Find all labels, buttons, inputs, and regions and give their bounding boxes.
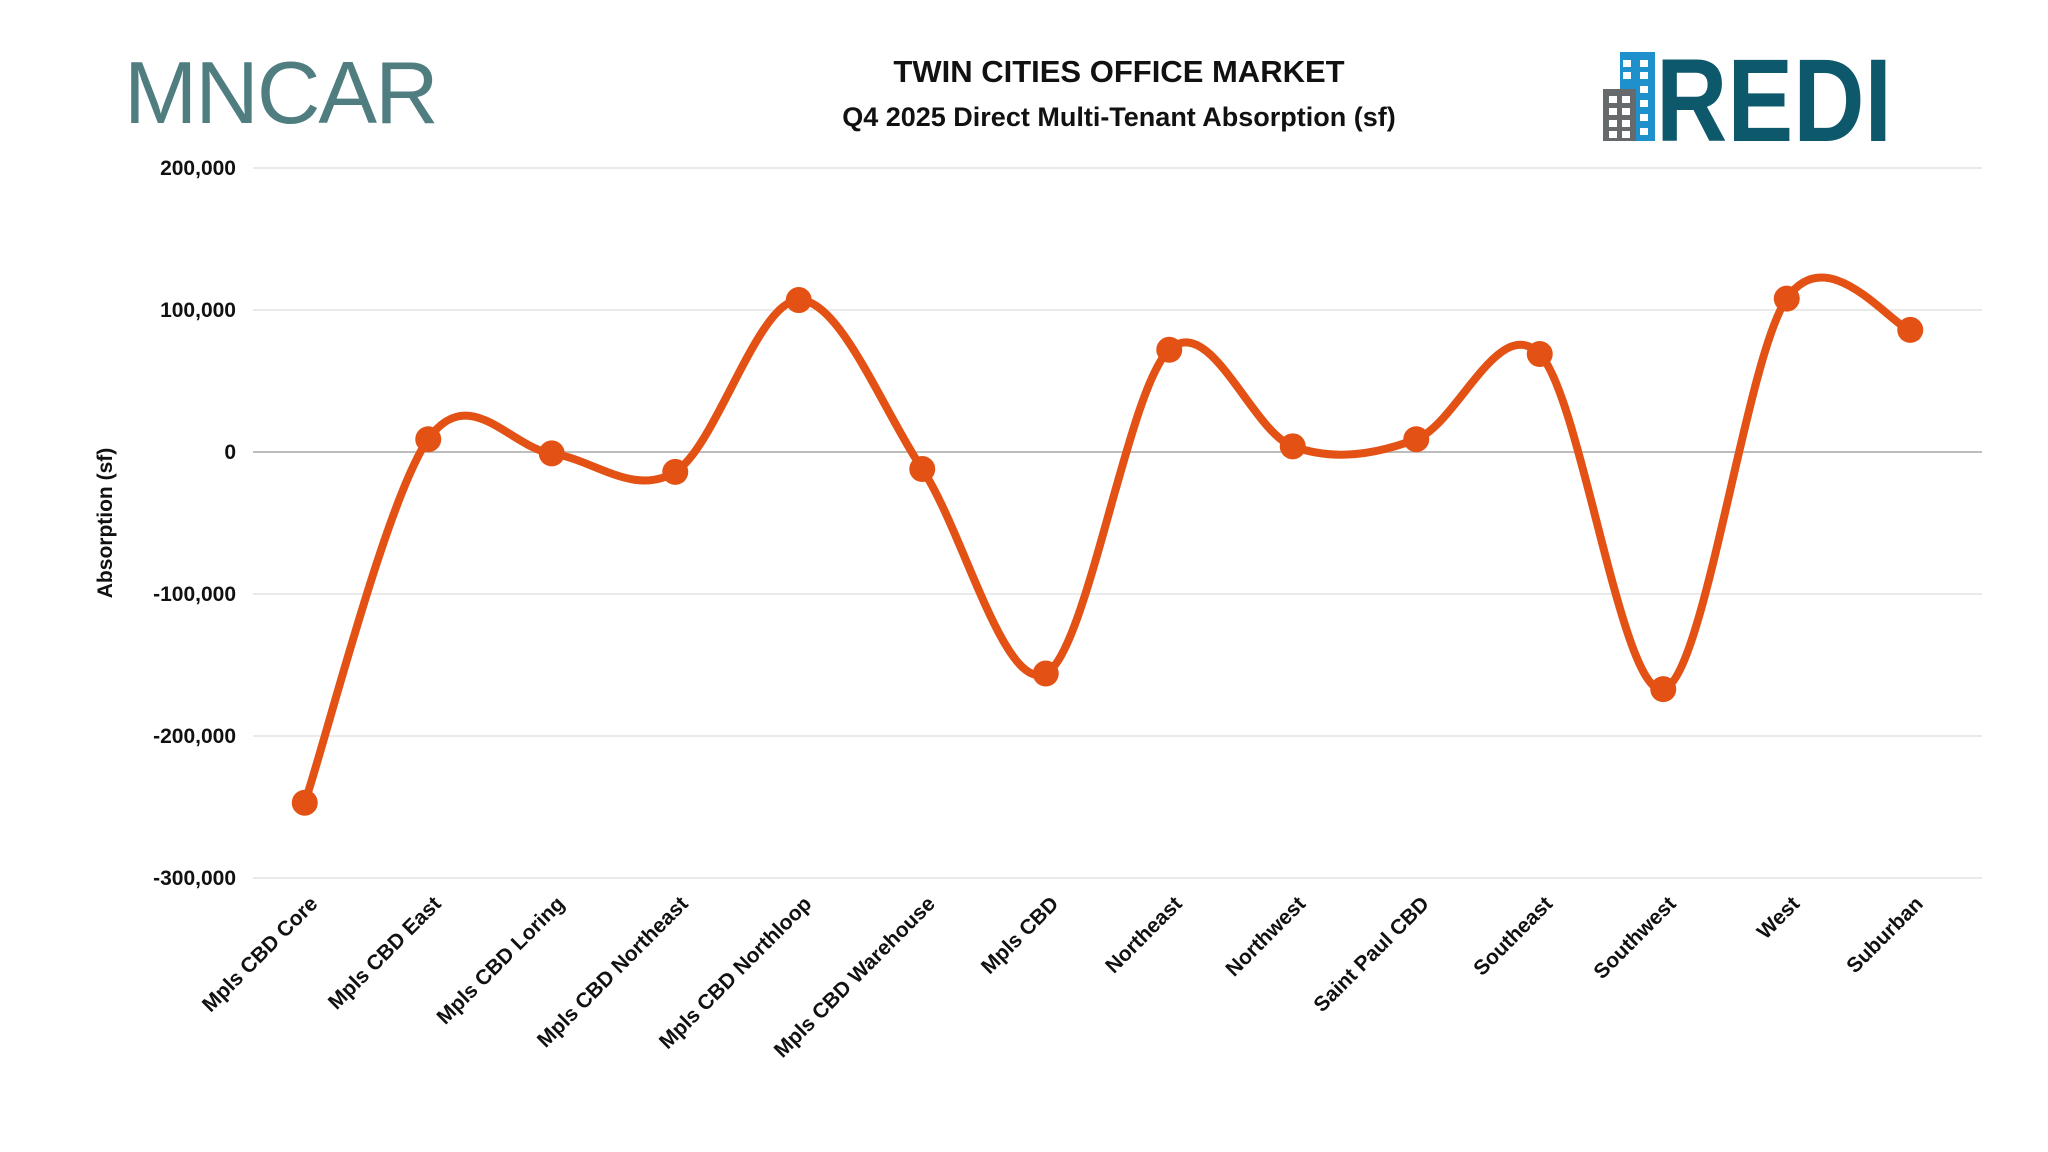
y-tick-label: 0 bbox=[224, 441, 236, 464]
y-tick-label: 100,000 bbox=[160, 299, 236, 322]
data-point bbox=[1403, 426, 1430, 453]
x-tick-label: Mpls CBD Core bbox=[198, 892, 322, 1016]
y-axis-ticks: 200,000 100,000 0 -100,000 -200,000 -300,000 bbox=[153, 157, 236, 890]
y-tick-label: 200,000 bbox=[160, 157, 236, 180]
x-tick-label: Saint Paul CBD bbox=[1309, 892, 1433, 1016]
data-point bbox=[1279, 433, 1306, 460]
y-tick-label: -100,000 bbox=[153, 583, 236, 606]
data-point bbox=[785, 287, 812, 314]
x-tick-label: Northwest bbox=[1221, 892, 1310, 981]
mncar-logo: MNCAR bbox=[124, 43, 439, 142]
redi-building-gray-icon bbox=[1603, 89, 1636, 141]
data-point bbox=[662, 458, 689, 485]
chart-title: TWIN CITIES OFFICE MARKET bbox=[893, 54, 1344, 89]
chart-subtitle: Q4 2025 Direct Multi-Tenant Absorption (… bbox=[842, 102, 1396, 132]
data-point bbox=[1526, 341, 1553, 368]
mncar-logo-text: MNCAR bbox=[124, 43, 437, 142]
data-point bbox=[1773, 285, 1800, 312]
data-point bbox=[1032, 660, 1059, 687]
x-tick-label: Suburban bbox=[1842, 892, 1928, 978]
redi-logo-text: REDI bbox=[1656, 35, 1892, 167]
data-point bbox=[1897, 316, 1924, 343]
x-tick-label: Mpls CBD Loring bbox=[433, 892, 570, 1029]
x-tick-label: Northeast bbox=[1101, 892, 1187, 978]
series-points bbox=[291, 285, 1924, 816]
data-point bbox=[415, 426, 442, 453]
data-point bbox=[1650, 676, 1677, 703]
x-tick-label: Southwest bbox=[1589, 892, 1680, 983]
data-point bbox=[291, 789, 318, 816]
y-tick-label: -300,000 bbox=[153, 867, 236, 890]
x-tick-label: Mpls CBD East bbox=[324, 892, 446, 1014]
redi-logo: REDI bbox=[1603, 35, 1892, 167]
x-tick-label: Southeast bbox=[1469, 892, 1557, 980]
data-point bbox=[1156, 336, 1183, 363]
x-tick-label: Mpls CBD bbox=[977, 892, 1063, 978]
y-axis-label: Absorption (sf) bbox=[94, 448, 117, 598]
series-line bbox=[300, 273, 1915, 807]
x-tick-label: West bbox=[1753, 892, 1804, 943]
y-tick-label: -200,000 bbox=[153, 725, 236, 748]
data-point bbox=[538, 440, 565, 467]
data-point bbox=[909, 456, 936, 483]
